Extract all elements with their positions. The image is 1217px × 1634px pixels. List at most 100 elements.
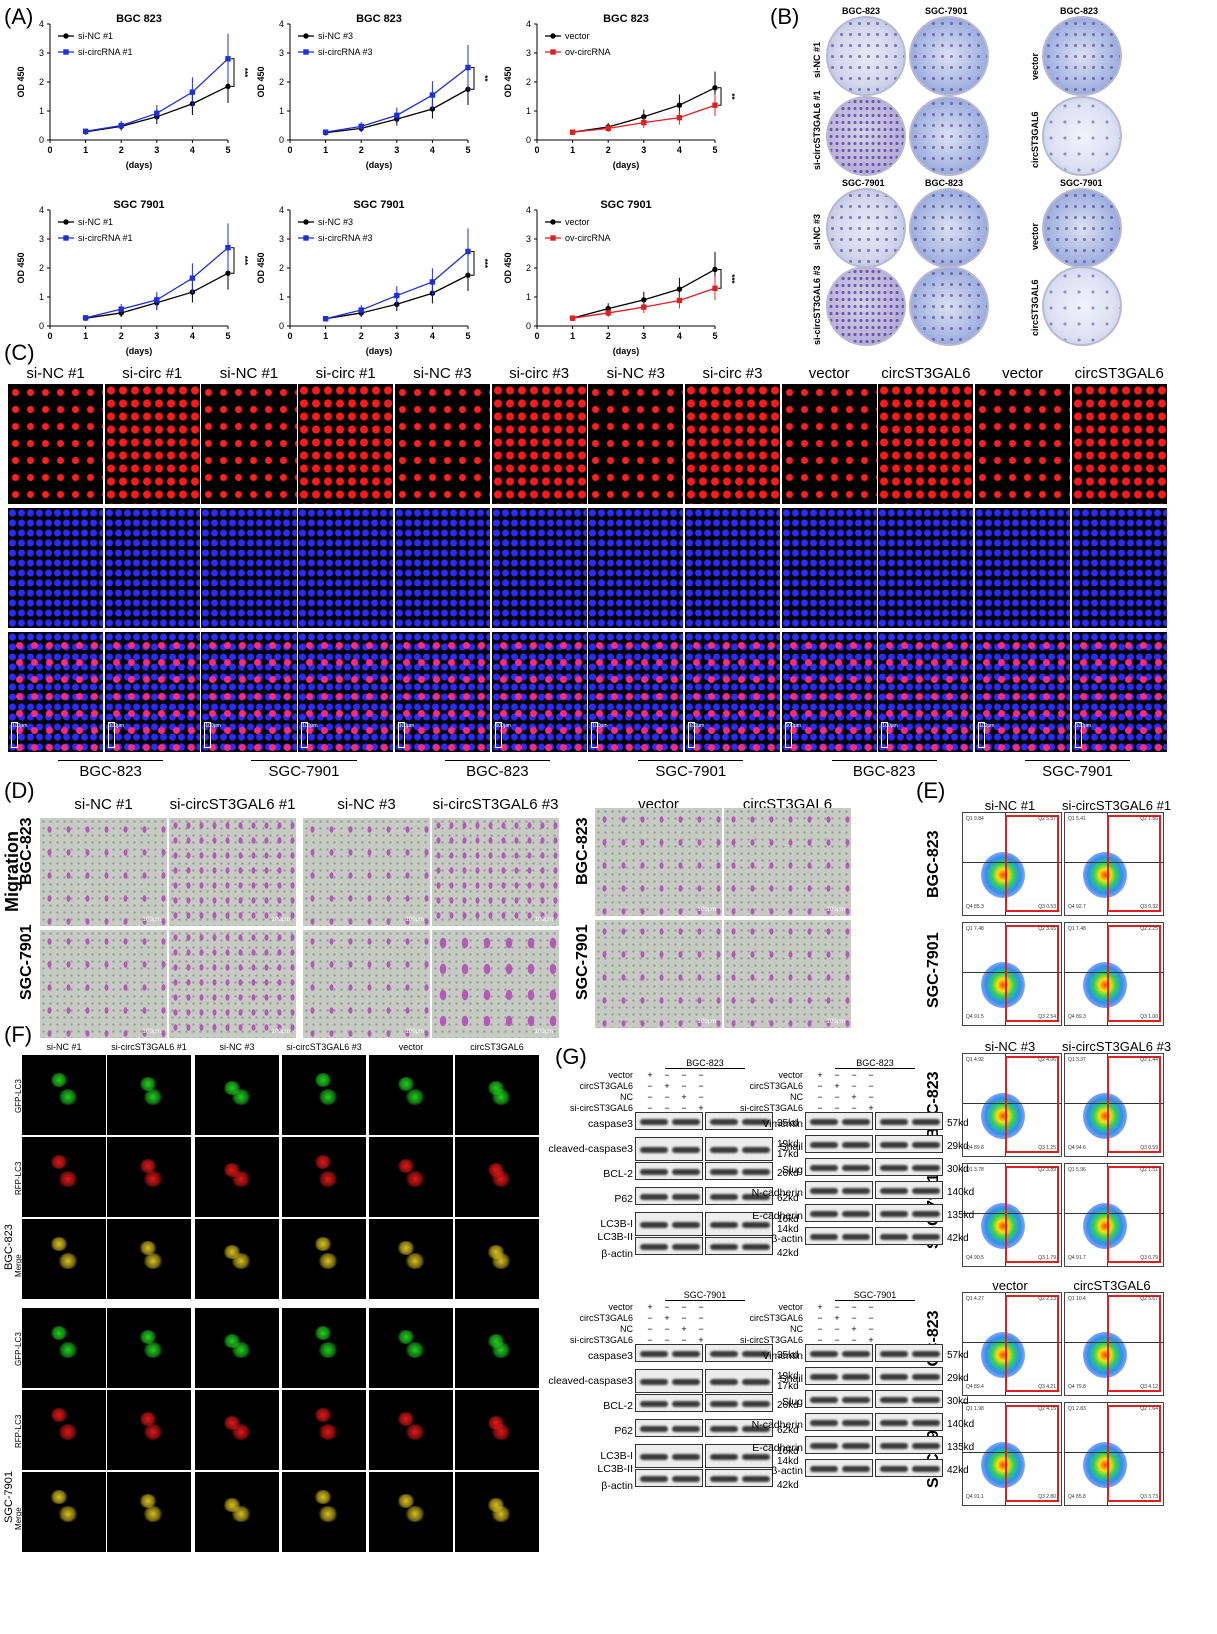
g-sign: − bbox=[664, 1092, 670, 1102]
c-cell-line-label: SGC-7901 bbox=[638, 760, 744, 780]
scale-bar: 100μm bbox=[301, 722, 317, 748]
g-sign: − bbox=[834, 1103, 840, 1113]
x-tick-label: 1 bbox=[323, 331, 328, 341]
g-sign: − bbox=[647, 1313, 653, 1323]
quadrant-label: Q1 5.96 bbox=[1068, 1167, 1086, 1173]
protein-band bbox=[880, 1466, 908, 1472]
x-tick-label: 2 bbox=[359, 145, 364, 155]
blot-strip bbox=[805, 1227, 873, 1245]
cell-signal bbox=[405, 1506, 425, 1522]
g-sign: − bbox=[647, 1081, 653, 1091]
g-sign: − bbox=[681, 1103, 687, 1113]
quadrant-label: Q3 4.12 bbox=[1140, 1384, 1158, 1390]
cell-signal bbox=[491, 1171, 511, 1187]
y-axis-label: OD 450 bbox=[256, 66, 266, 97]
fluorescence-image bbox=[975, 508, 1071, 628]
blot-strip bbox=[705, 1237, 773, 1255]
protein-band bbox=[672, 1194, 700, 1200]
significance-mark: *** bbox=[480, 259, 489, 269]
g-kd-label: 30kd bbox=[947, 1164, 969, 1175]
g-protein-label: P62 bbox=[614, 1193, 633, 1205]
g-sign: + bbox=[681, 1092, 687, 1102]
legend-marker bbox=[63, 33, 69, 39]
flow-plot: Q1 9.84 Q2 5.57 Q3 0.53 Q4 85.3 bbox=[962, 812, 1062, 916]
data-point bbox=[154, 110, 160, 117]
b-row-label: si-circST3GAL6 #3 bbox=[812, 265, 822, 345]
quadrant-label: Q3 0.32 bbox=[1140, 904, 1158, 910]
g-condition-label: circST3GAL6 bbox=[579, 1313, 633, 1323]
lc3-image bbox=[22, 1137, 106, 1217]
scale-bar: 100μm bbox=[784, 722, 801, 748]
y-tick-label: 1 bbox=[39, 292, 44, 302]
flow-plot: Q1 7.48 Q2 2.25 Q3 1.00 Q4 89.3 bbox=[1064, 922, 1164, 1026]
protein-band bbox=[710, 1379, 738, 1385]
c-column-header: si-circ #3 bbox=[509, 365, 570, 382]
scale-bar: 100μm bbox=[591, 722, 608, 748]
blot-strip bbox=[875, 1459, 943, 1477]
x-tick-label: 4 bbox=[190, 331, 195, 341]
blot-strip bbox=[705, 1344, 773, 1362]
g-protein-label: LC3B-II bbox=[597, 1462, 633, 1475]
legend-marker bbox=[550, 235, 556, 241]
e-column-header: si-NC #1 bbox=[984, 798, 1036, 813]
protein-band bbox=[842, 1234, 870, 1240]
data-point bbox=[641, 297, 647, 303]
x-tick-label: 4 bbox=[430, 331, 435, 341]
g-sign: + bbox=[834, 1081, 840, 1091]
y-tick-label: 4 bbox=[39, 205, 44, 215]
g-sign: − bbox=[851, 1302, 857, 1312]
apoptosis-gate bbox=[1107, 815, 1161, 912]
protein-band bbox=[912, 1119, 940, 1125]
cell-signal bbox=[50, 1155, 68, 1169]
panel-label-b: (B) bbox=[770, 4, 800, 29]
fluorescence-image bbox=[491, 508, 587, 628]
y-axis-label: OD 450 bbox=[16, 252, 26, 283]
colony-dish bbox=[1042, 16, 1122, 96]
scale-bar: 100μm bbox=[11, 722, 27, 748]
quadrant-label: Q4 89.8 bbox=[966, 1145, 984, 1151]
lc3-image bbox=[282, 1055, 366, 1135]
cell-signal bbox=[139, 1494, 157, 1508]
g-protein-label: cleaved-caspase3 bbox=[548, 1375, 633, 1387]
x-axis-label: (days) bbox=[366, 160, 393, 170]
scale-bar: 100μm bbox=[534, 1029, 553, 1035]
blot-strip bbox=[805, 1158, 873, 1176]
x-axis-label: (days) bbox=[366, 346, 393, 356]
legend-marker bbox=[303, 219, 309, 225]
blot-strip bbox=[875, 1367, 943, 1385]
b-col-label: BGC-823 bbox=[842, 6, 881, 16]
fluorescence-image: 100μm bbox=[1071, 632, 1167, 752]
blot-strip bbox=[705, 1394, 773, 1412]
y-tick-label: 1 bbox=[39, 106, 44, 116]
blot-strip bbox=[875, 1181, 943, 1199]
b-row-label: si-NC #1 bbox=[812, 41, 822, 78]
fluorescence-image: 100μm bbox=[684, 632, 781, 752]
fluorescence-image: 100μm bbox=[588, 632, 684, 752]
cell-signal bbox=[318, 1506, 338, 1522]
significance-bracket bbox=[231, 58, 235, 87]
y-tick-label: 4 bbox=[526, 19, 531, 29]
protein-band bbox=[710, 1244, 738, 1250]
y-tick-label: 0 bbox=[279, 135, 284, 145]
g-sign: + bbox=[851, 1092, 857, 1102]
chart-a3: BGC 823 0 1 2 3 4 0 1 2 3 4 5 (days) OD 450 vector ov-c… bbox=[497, 10, 737, 175]
cell-signal bbox=[318, 1253, 338, 1269]
g-kd-label: 42kd bbox=[777, 1248, 799, 1259]
quadrant-line-h bbox=[963, 861, 1061, 863]
protein-band bbox=[912, 1443, 940, 1449]
g-kd-label: 26kd bbox=[777, 1400, 799, 1411]
b-col-label: BGC-823 bbox=[1060, 6, 1099, 16]
c-column-header: si-NC #3 bbox=[606, 365, 665, 382]
y-tick-label: 3 bbox=[39, 234, 44, 244]
quadrant-label: Q1 7.48 bbox=[1068, 926, 1086, 932]
x-tick-label: 0 bbox=[534, 331, 539, 341]
fluorescence-image bbox=[8, 384, 104, 504]
protein-band bbox=[842, 1142, 870, 1148]
cell-signal bbox=[143, 1171, 163, 1187]
x-tick-label: 3 bbox=[394, 145, 399, 155]
flow-cloud bbox=[980, 851, 1025, 898]
panel-label-g: (G) bbox=[555, 1044, 587, 1069]
chart-a5: SGC 7901 0 1 2 3 4 0 1 2 3 4 5 (days) OD 450 si-NC #3 s… bbox=[250, 196, 490, 361]
quadrant-label: Q3 0.53 bbox=[1038, 904, 1056, 910]
b-right-label: circST3GAL6 bbox=[1030, 111, 1040, 168]
